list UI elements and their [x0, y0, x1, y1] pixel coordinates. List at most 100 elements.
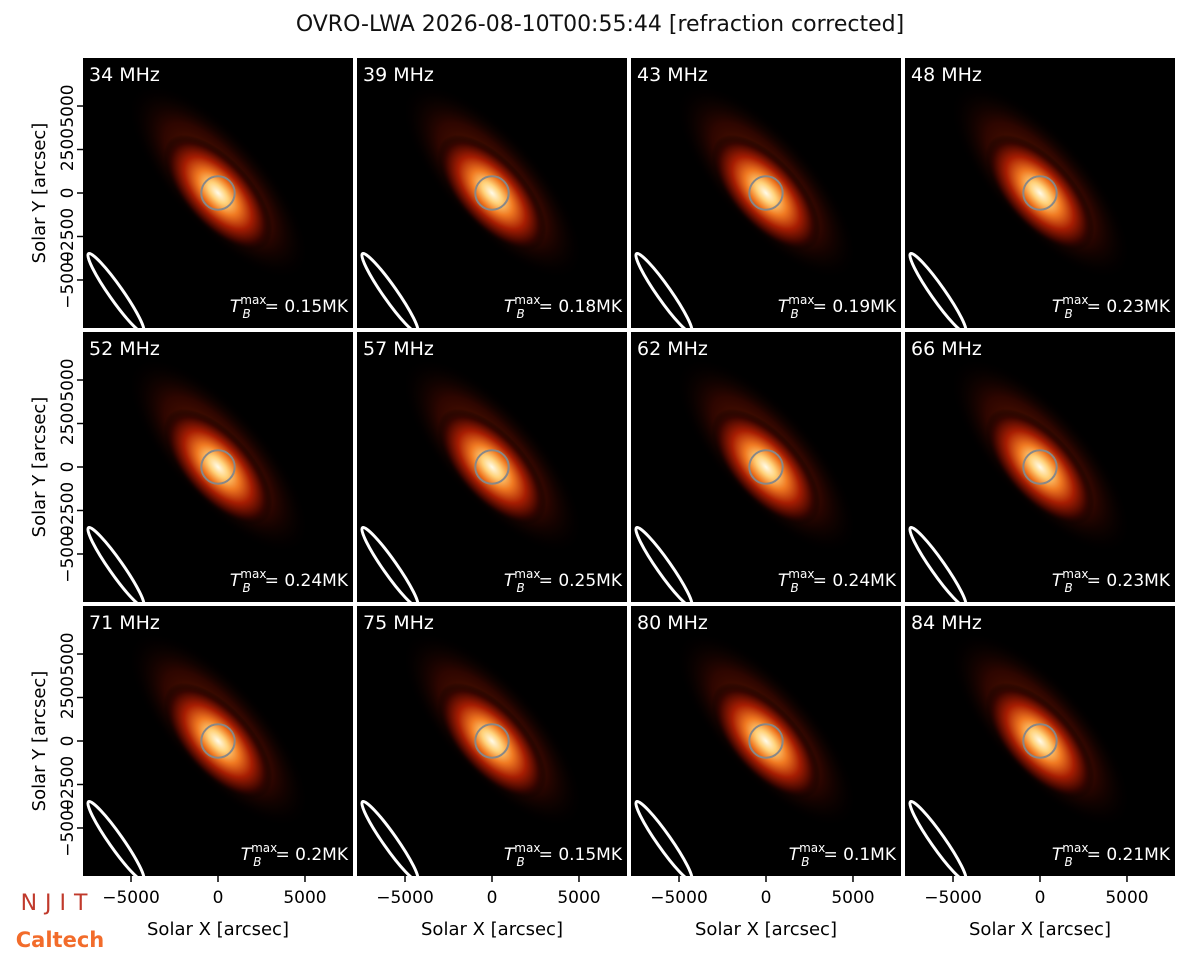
panel-title: 57 MHz — [363, 338, 434, 360]
tb-sub: B — [801, 855, 809, 869]
tb-sup: max — [788, 567, 814, 581]
tb-value: = 0.18MK — [539, 297, 623, 317]
solar-disk — [1022, 723, 1058, 759]
solar-disk — [200, 723, 236, 759]
y-axis-label: Solar Y [arcsec] — [29, 397, 50, 538]
panel: 57 MHz Tmax B = 0.25MK — [357, 332, 627, 602]
image — [905, 606, 1175, 876]
panel-title: 62 MHz — [637, 338, 708, 360]
tb-base: T — [1052, 571, 1064, 591]
x-tick-label: 0 — [213, 888, 224, 908]
panel: 84 MHz Tmax B = 0.21MK −5000 0 5000 Solar X [ar… — [905, 606, 1175, 940]
tb-base: T — [230, 571, 242, 591]
tb-sub: B — [790, 581, 798, 595]
solar-disk — [200, 175, 236, 211]
y-tick-label: −5000 — [58, 251, 78, 309]
solar-disk — [1022, 175, 1058, 211]
x-tick-label: 5000 — [557, 888, 600, 908]
panel-title: 71 MHz — [89, 612, 160, 634]
y-axis-label: Solar Y [arcsec] — [29, 671, 50, 812]
emission-core — [437, 408, 547, 526]
tb-base: T — [1052, 297, 1064, 317]
emission-core — [985, 134, 1095, 252]
beam — [86, 799, 146, 876]
beam — [908, 799, 968, 876]
figure-title: OVRO-LWA 2026-08-10T00:55:44 [refraction… — [296, 12, 904, 37]
tb-value: = 0.24MK — [813, 571, 897, 591]
panel: 80 MHz Tmax B = 0.1MK −5000 0 5000 Solar X [arc… — [631, 606, 901, 940]
x-axis-label: Solar X [arcsec] — [147, 919, 289, 940]
emission-core — [711, 134, 821, 252]
beam — [360, 525, 420, 602]
panel-title: 66 MHz — [911, 338, 982, 360]
annotation: Tmax B = 0.15MK — [504, 841, 623, 869]
tb-sub: B — [516, 581, 524, 595]
tb-value: = 0.15MK — [265, 297, 349, 317]
y-tick-label: 5000 — [58, 84, 78, 127]
panel: 75 MHz Tmax B = 0.15MK −5000 0 5000 Solar X [ar… — [357, 606, 627, 940]
tb-value: = 0.25MK — [539, 571, 623, 591]
tb-base: T — [789, 845, 801, 865]
tb-sup: max — [251, 841, 277, 855]
emission-core — [985, 408, 1095, 526]
panel-title: 43 MHz — [637, 64, 708, 86]
y-tick-label: 5000 — [58, 358, 78, 401]
beam — [86, 525, 146, 602]
beam — [634, 525, 694, 602]
annotation: Tmax B = 0.23MK — [1052, 567, 1171, 595]
y-tick-label: 0 — [58, 188, 78, 199]
x-tick-label: 0 — [487, 888, 498, 908]
emission-core — [985, 682, 1095, 800]
tb-base: T — [230, 297, 242, 317]
panel: 48 MHz Tmax B = 0.23MK — [905, 58, 1175, 328]
x-tick-label: 5000 — [1105, 888, 1148, 908]
x-tick-label: 5000 — [283, 888, 326, 908]
x-tick-label: −5000 — [650, 888, 708, 908]
y-tick-label: 2500 — [58, 676, 78, 719]
image — [83, 58, 353, 328]
tb-base: T — [241, 845, 253, 865]
emission-core — [437, 682, 547, 800]
annotation: Tmax B = 0.2MK — [241, 841, 349, 869]
y-tick-label: −2500 — [58, 482, 78, 540]
beam — [360, 799, 420, 876]
tb-value: = 0.23MK — [1087, 297, 1171, 317]
emission-core — [711, 408, 821, 526]
tb-base: T — [778, 297, 790, 317]
tb-sub: B — [1064, 855, 1072, 869]
tb-value: = 0.19MK — [813, 297, 897, 317]
image — [905, 332, 1175, 602]
image — [631, 606, 901, 876]
annotation: Tmax B = 0.15MK — [230, 293, 349, 321]
tb-base: T — [1052, 845, 1064, 865]
tb-sub: B — [1064, 307, 1072, 321]
x-tick-label: 0 — [1035, 888, 1046, 908]
tb-sub: B — [242, 581, 250, 595]
x-tick-label: −5000 — [924, 888, 982, 908]
tb-value: = 0.21MK — [1087, 845, 1171, 865]
y-tick-label: 5000 — [58, 632, 78, 675]
solar-disk — [474, 175, 510, 211]
tb-sup: max — [788, 293, 814, 307]
emission-core — [711, 682, 821, 800]
x-axis-label: Solar X [arcsec] — [421, 919, 563, 940]
solar-disk — [474, 723, 510, 759]
y-tick-label: −5000 — [58, 799, 78, 857]
tb-value: = 0.15MK — [539, 845, 623, 865]
tb-sub: B — [242, 307, 250, 321]
tb-value: = 0.23MK — [1087, 571, 1171, 591]
annotation: Tmax B = 0.1MK — [789, 841, 897, 869]
y-tick-label: −2500 — [58, 208, 78, 266]
x-axis-label: Solar X [arcsec] — [969, 919, 1111, 940]
solar-disk — [1022, 449, 1058, 485]
image — [83, 606, 353, 876]
emission-core — [163, 134, 273, 252]
panel: 43 MHz Tmax B = 0.19MK — [631, 58, 901, 328]
annotation: Tmax B = 0.24MK — [230, 567, 349, 595]
panel-title: 80 MHz — [637, 612, 708, 634]
beam — [908, 251, 968, 328]
logo-caltech: Caltech — [16, 928, 104, 952]
image — [631, 58, 901, 328]
